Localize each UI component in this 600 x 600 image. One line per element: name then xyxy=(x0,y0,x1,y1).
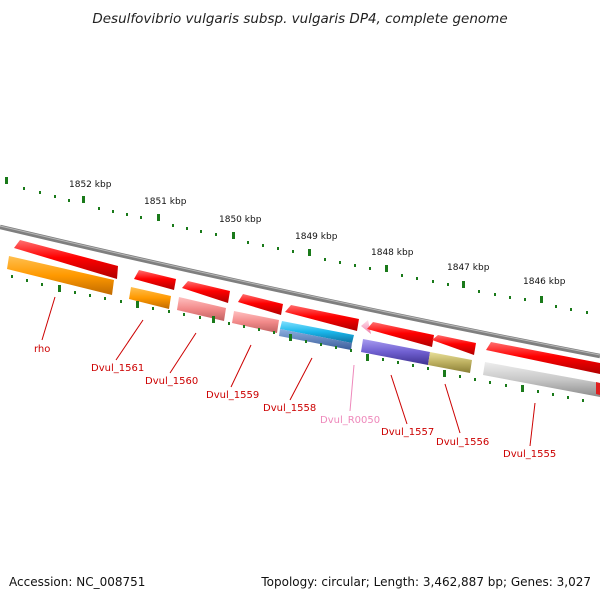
kbp-label-1850: 1850 kbp xyxy=(219,215,262,225)
dvul-1559-cds-arrow[interactable] xyxy=(238,294,283,315)
kbp-label-1852: 1852 kbp xyxy=(69,180,112,190)
kbp-label-1851: 1851 kbp xyxy=(144,197,187,207)
dvul-r0050-arrow[interactable] xyxy=(361,320,371,334)
label-leader-lines xyxy=(41,296,536,447)
dvul-1561-cds-arrow[interactable] xyxy=(134,270,176,290)
genome-summary-text: Topology: circular; Length: 3,462,887 bp… xyxy=(260,575,591,589)
accession-text: Accession: NC_008751 xyxy=(9,575,145,589)
gene-label-dvul-1560[interactable]: Dvul_1560 xyxy=(145,376,198,387)
rho-cog-bar xyxy=(7,256,114,295)
dvul-1561-cog-bar xyxy=(129,287,171,309)
forward-strand-features xyxy=(14,240,600,374)
dvul-1558-cog-bar-b xyxy=(279,329,352,350)
dvul-r0050-leader xyxy=(349,364,355,412)
function-bars xyxy=(7,256,600,397)
dvul-1558-cog-bar xyxy=(280,321,354,343)
gene-label-rho[interactable]: rho xyxy=(34,344,50,355)
rho-leader xyxy=(41,296,56,341)
gene-label-dvul-1559[interactable]: Dvul_1559 xyxy=(206,390,259,401)
inner-scale-ticks xyxy=(11,275,584,402)
dvul-1556-cds-arrow[interactable] xyxy=(432,335,476,355)
edge-red-fragment xyxy=(596,382,600,395)
gene-label-dvul-1556[interactable]: Dvul_1556 xyxy=(436,437,489,448)
dvul-1556-leader xyxy=(444,383,461,434)
dvul-1558-leader xyxy=(289,357,313,401)
map-title: Desulfovibrio vulgaris subsp. vulgaris D… xyxy=(92,11,507,27)
dvul-1557-cog-bar xyxy=(361,339,430,365)
dvul-1559-cog-bar xyxy=(232,311,279,333)
kbp-label-1847: 1847 kbp xyxy=(447,263,490,273)
dvul-1555-leader xyxy=(529,402,536,447)
gene-label-dvul-1558[interactable]: Dvul_1558 xyxy=(263,403,316,414)
gene-label-dvul-1555[interactable]: Dvul_1555 xyxy=(503,449,556,460)
outer-scale-ticks xyxy=(5,177,588,314)
dvul-1557-leader xyxy=(390,374,408,425)
gene-label-dvul-1561[interactable]: Dvul_1561 xyxy=(91,363,144,374)
dvul-1560-cog-bar xyxy=(177,297,226,321)
dvul-1555-cds-arrow[interactable] xyxy=(486,342,600,374)
gene-label-dvul-1557[interactable]: Dvul_1557 xyxy=(381,427,434,438)
genome-backbone xyxy=(0,224,600,359)
dvul-1557-cds-arrow[interactable] xyxy=(367,322,434,347)
kbp-label-1849: 1849 kbp xyxy=(295,232,338,242)
gene-label-dvul-r0050[interactable]: Dvul_R0050 xyxy=(320,415,380,426)
dvul-1561-leader xyxy=(115,319,144,361)
dvul-1560-cds-arrow[interactable] xyxy=(182,281,230,303)
dvul-1558-cds-arrow[interactable] xyxy=(285,305,359,331)
kbp-label-1848: 1848 kbp xyxy=(371,248,414,258)
kbp-label-1846: 1846 kbp xyxy=(523,277,566,287)
dvul-1559-leader xyxy=(230,344,252,388)
dvul-1555-cog-bar xyxy=(483,362,600,397)
dvul-1560-leader xyxy=(169,332,197,374)
dvul-1556-cog-bar xyxy=(428,352,472,373)
rho-cds-arrow[interactable] xyxy=(14,240,118,279)
